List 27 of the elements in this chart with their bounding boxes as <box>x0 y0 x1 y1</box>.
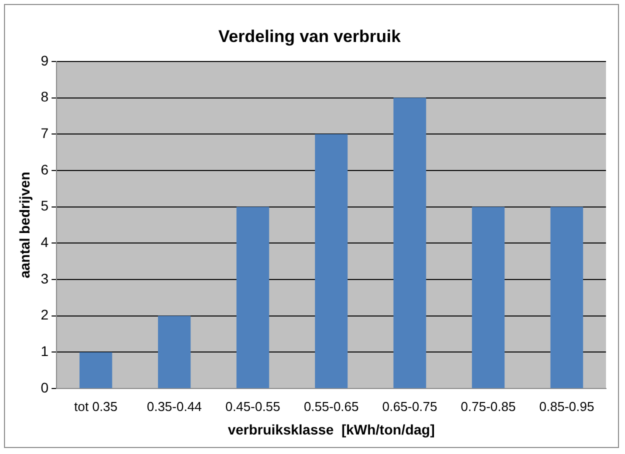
bar <box>314 134 348 388</box>
chart-title: Verdeling van verbruik <box>218 26 402 46</box>
y-tick-label: 3 <box>40 270 49 286</box>
x-tick-label: 0.45-0.55 <box>225 398 280 414</box>
x-tick-label: 0.35-0.44 <box>146 398 202 414</box>
y-tick-label: 0 <box>40 379 49 396</box>
x-tick-label: 0.65-0.75 <box>382 398 438 414</box>
y-tick-label: 2 <box>40 306 49 323</box>
x-tick-label: 0.85-0.95 <box>539 398 594 414</box>
y-axis-title: aantal bedrijven <box>16 172 32 278</box>
y-tick-label: 6 <box>40 161 49 178</box>
bar <box>550 206 584 388</box>
bar <box>80 352 112 388</box>
y-tick-label: 7 <box>40 124 49 141</box>
bar <box>236 206 270 388</box>
bar <box>393 98 426 388</box>
y-tick-label: 4 <box>40 234 49 250</box>
y-tick-label: 1 <box>40 343 49 360</box>
y-tick-label: 8 <box>40 88 49 105</box>
y-tick-label: 5 <box>40 198 49 214</box>
x-axis-title: verbruiksklasse [kWh/ton/dag] <box>228 421 435 438</box>
x-tick-label: tot 0.35 <box>74 398 118 414</box>
bar <box>472 206 505 388</box>
y-tick-label: 9 <box>40 52 49 68</box>
bar <box>158 316 191 388</box>
x-tick-label: 0.75-0.85 <box>460 398 516 414</box>
x-tick-label: 0.55-0.65 <box>304 398 359 414</box>
